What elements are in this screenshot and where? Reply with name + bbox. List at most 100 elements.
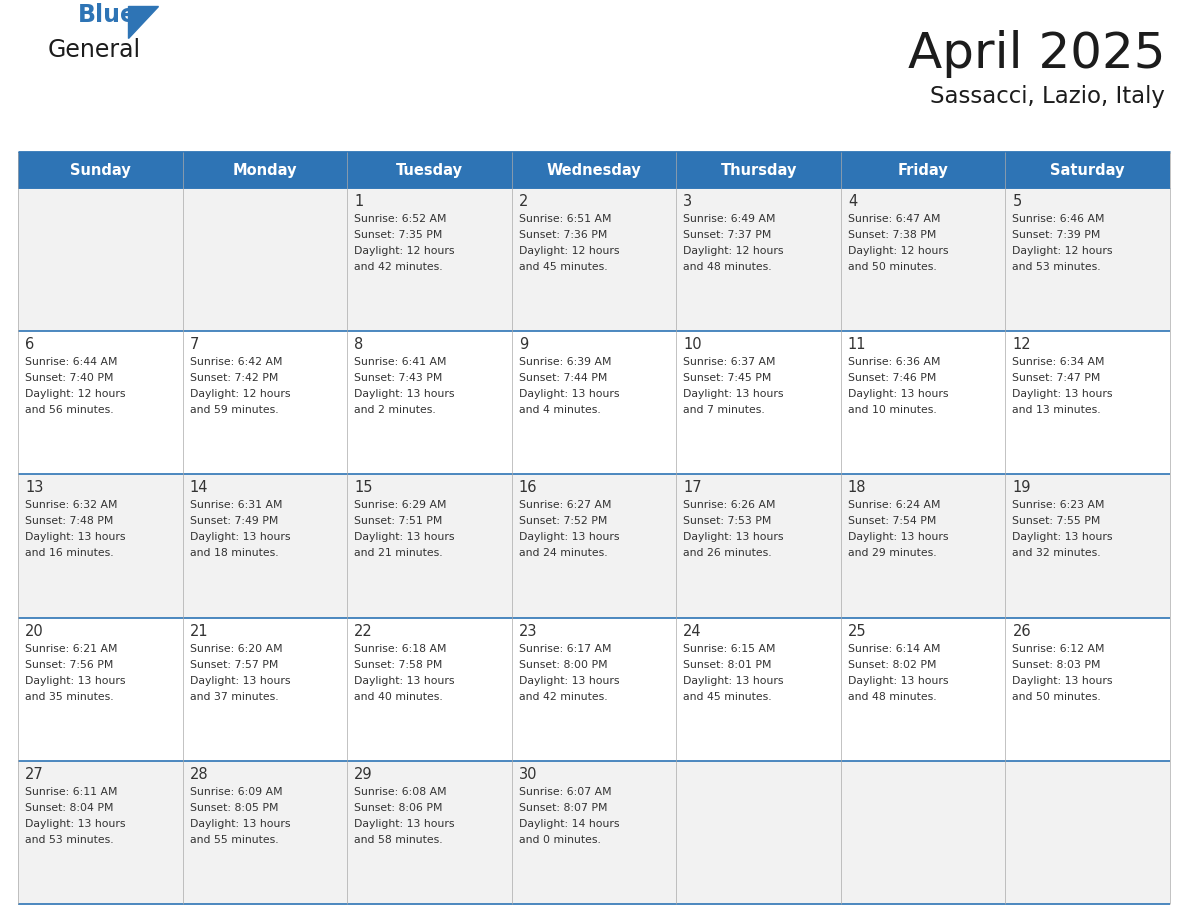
Text: Friday: Friday xyxy=(898,162,948,177)
Text: Sunset: 7:42 PM: Sunset: 7:42 PM xyxy=(190,374,278,383)
Bar xyxy=(347,618,512,761)
Text: 3: 3 xyxy=(683,194,693,209)
Text: Sunrise: 6:29 AM: Sunrise: 6:29 AM xyxy=(354,500,447,510)
Text: Sunrise: 6:32 AM: Sunrise: 6:32 AM xyxy=(25,500,118,510)
Text: Sunset: 8:07 PM: Sunset: 8:07 PM xyxy=(519,803,607,812)
Text: 29: 29 xyxy=(354,767,373,782)
Text: and 48 minutes.: and 48 minutes. xyxy=(848,691,936,701)
Text: Daylight: 13 hours: Daylight: 13 hours xyxy=(190,676,290,686)
Text: Sunset: 7:39 PM: Sunset: 7:39 PM xyxy=(1012,230,1101,240)
Bar xyxy=(183,331,347,475)
Text: 13: 13 xyxy=(25,480,44,496)
Text: Monday: Monday xyxy=(233,162,297,177)
Text: and 21 minutes.: and 21 minutes. xyxy=(354,548,443,558)
Text: 10: 10 xyxy=(683,337,702,353)
Text: 21: 21 xyxy=(190,623,208,639)
Text: Daylight: 14 hours: Daylight: 14 hours xyxy=(519,819,619,829)
Text: Daylight: 13 hours: Daylight: 13 hours xyxy=(848,676,948,686)
Text: Daylight: 13 hours: Daylight: 13 hours xyxy=(1012,389,1113,399)
Text: 28: 28 xyxy=(190,767,208,782)
Text: Sunrise: 6:52 AM: Sunrise: 6:52 AM xyxy=(354,214,447,224)
Text: 9: 9 xyxy=(519,337,527,353)
Text: Daylight: 13 hours: Daylight: 13 hours xyxy=(848,532,948,543)
Text: Sunset: 7:38 PM: Sunset: 7:38 PM xyxy=(848,230,936,240)
Bar xyxy=(347,188,512,331)
Text: 15: 15 xyxy=(354,480,373,496)
Bar xyxy=(1005,188,1170,331)
Text: and 26 minutes.: and 26 minutes. xyxy=(683,548,772,558)
Bar xyxy=(512,618,676,761)
Text: and 0 minutes.: and 0 minutes. xyxy=(519,834,601,845)
Text: 1: 1 xyxy=(354,194,364,209)
Text: Sunset: 7:35 PM: Sunset: 7:35 PM xyxy=(354,230,442,240)
Text: Blue: Blue xyxy=(78,3,137,27)
Text: Sunset: 7:45 PM: Sunset: 7:45 PM xyxy=(683,374,772,383)
Text: 20: 20 xyxy=(25,623,44,639)
Text: Sunrise: 6:09 AM: Sunrise: 6:09 AM xyxy=(190,787,283,797)
Text: and 10 minutes.: and 10 minutes. xyxy=(848,405,936,415)
Text: and 32 minutes.: and 32 minutes. xyxy=(1012,548,1101,558)
Text: Sunset: 8:04 PM: Sunset: 8:04 PM xyxy=(25,803,114,812)
Bar xyxy=(347,475,512,618)
Bar xyxy=(1005,152,1170,188)
Text: Sunset: 7:43 PM: Sunset: 7:43 PM xyxy=(354,374,442,383)
Text: Daylight: 13 hours: Daylight: 13 hours xyxy=(519,389,619,399)
Text: Sunset: 7:49 PM: Sunset: 7:49 PM xyxy=(190,517,278,526)
Bar xyxy=(676,475,841,618)
Text: and 45 minutes.: and 45 minutes. xyxy=(519,262,607,272)
Text: Sunrise: 6:44 AM: Sunrise: 6:44 AM xyxy=(25,357,118,367)
Text: Sunset: 7:58 PM: Sunset: 7:58 PM xyxy=(354,660,442,669)
Bar xyxy=(676,331,841,475)
Text: and 53 minutes.: and 53 minutes. xyxy=(25,834,114,845)
Text: Sunset: 8:06 PM: Sunset: 8:06 PM xyxy=(354,803,443,812)
Text: April 2025: April 2025 xyxy=(908,30,1165,78)
Text: Sunrise: 6:51 AM: Sunrise: 6:51 AM xyxy=(519,214,611,224)
Text: Wednesday: Wednesday xyxy=(546,162,642,177)
Text: Tuesday: Tuesday xyxy=(396,162,463,177)
Text: Daylight: 13 hours: Daylight: 13 hours xyxy=(1012,532,1113,543)
Bar xyxy=(183,152,347,188)
Bar xyxy=(183,618,347,761)
Text: Daylight: 13 hours: Daylight: 13 hours xyxy=(25,676,126,686)
Text: Sunset: 7:51 PM: Sunset: 7:51 PM xyxy=(354,517,442,526)
Text: Sunrise: 6:18 AM: Sunrise: 6:18 AM xyxy=(354,644,447,654)
Text: Sunrise: 6:21 AM: Sunrise: 6:21 AM xyxy=(25,644,118,654)
Text: Sunrise: 6:23 AM: Sunrise: 6:23 AM xyxy=(1012,500,1105,510)
Text: Daylight: 13 hours: Daylight: 13 hours xyxy=(190,819,290,829)
Text: Sunset: 8:02 PM: Sunset: 8:02 PM xyxy=(848,660,936,669)
Text: 16: 16 xyxy=(519,480,537,496)
Text: 24: 24 xyxy=(683,623,702,639)
Text: Saturday: Saturday xyxy=(1050,162,1125,177)
Text: Daylight: 13 hours: Daylight: 13 hours xyxy=(25,532,126,543)
Text: Sunset: 7:44 PM: Sunset: 7:44 PM xyxy=(519,374,607,383)
Text: 25: 25 xyxy=(848,623,866,639)
Bar xyxy=(841,761,1005,904)
Text: Sunrise: 6:20 AM: Sunrise: 6:20 AM xyxy=(190,644,283,654)
Text: and 4 minutes.: and 4 minutes. xyxy=(519,405,600,415)
Text: 26: 26 xyxy=(1012,623,1031,639)
Text: and 40 minutes.: and 40 minutes. xyxy=(354,691,443,701)
Text: 5: 5 xyxy=(1012,194,1022,209)
Text: Daylight: 12 hours: Daylight: 12 hours xyxy=(1012,246,1113,256)
Text: Sunrise: 6:12 AM: Sunrise: 6:12 AM xyxy=(1012,644,1105,654)
Text: Sunset: 7:47 PM: Sunset: 7:47 PM xyxy=(1012,374,1101,383)
Text: Daylight: 13 hours: Daylight: 13 hours xyxy=(190,532,290,543)
Bar xyxy=(183,761,347,904)
Text: Sunset: 7:54 PM: Sunset: 7:54 PM xyxy=(848,517,936,526)
Bar xyxy=(347,331,512,475)
Text: 18: 18 xyxy=(848,480,866,496)
Bar xyxy=(841,188,1005,331)
Text: Daylight: 12 hours: Daylight: 12 hours xyxy=(354,246,455,256)
Text: 4: 4 xyxy=(848,194,857,209)
Text: General: General xyxy=(48,38,141,62)
Text: Daylight: 13 hours: Daylight: 13 hours xyxy=(683,389,784,399)
Bar xyxy=(841,475,1005,618)
Text: Daylight: 13 hours: Daylight: 13 hours xyxy=(519,676,619,686)
Text: and 16 minutes.: and 16 minutes. xyxy=(25,548,114,558)
Text: Daylight: 12 hours: Daylight: 12 hours xyxy=(683,246,784,256)
Text: Sunset: 7:52 PM: Sunset: 7:52 PM xyxy=(519,517,607,526)
Text: Sunrise: 6:08 AM: Sunrise: 6:08 AM xyxy=(354,787,447,797)
Text: and 37 minutes.: and 37 minutes. xyxy=(190,691,278,701)
Bar xyxy=(18,152,183,188)
Text: Daylight: 13 hours: Daylight: 13 hours xyxy=(354,532,455,543)
